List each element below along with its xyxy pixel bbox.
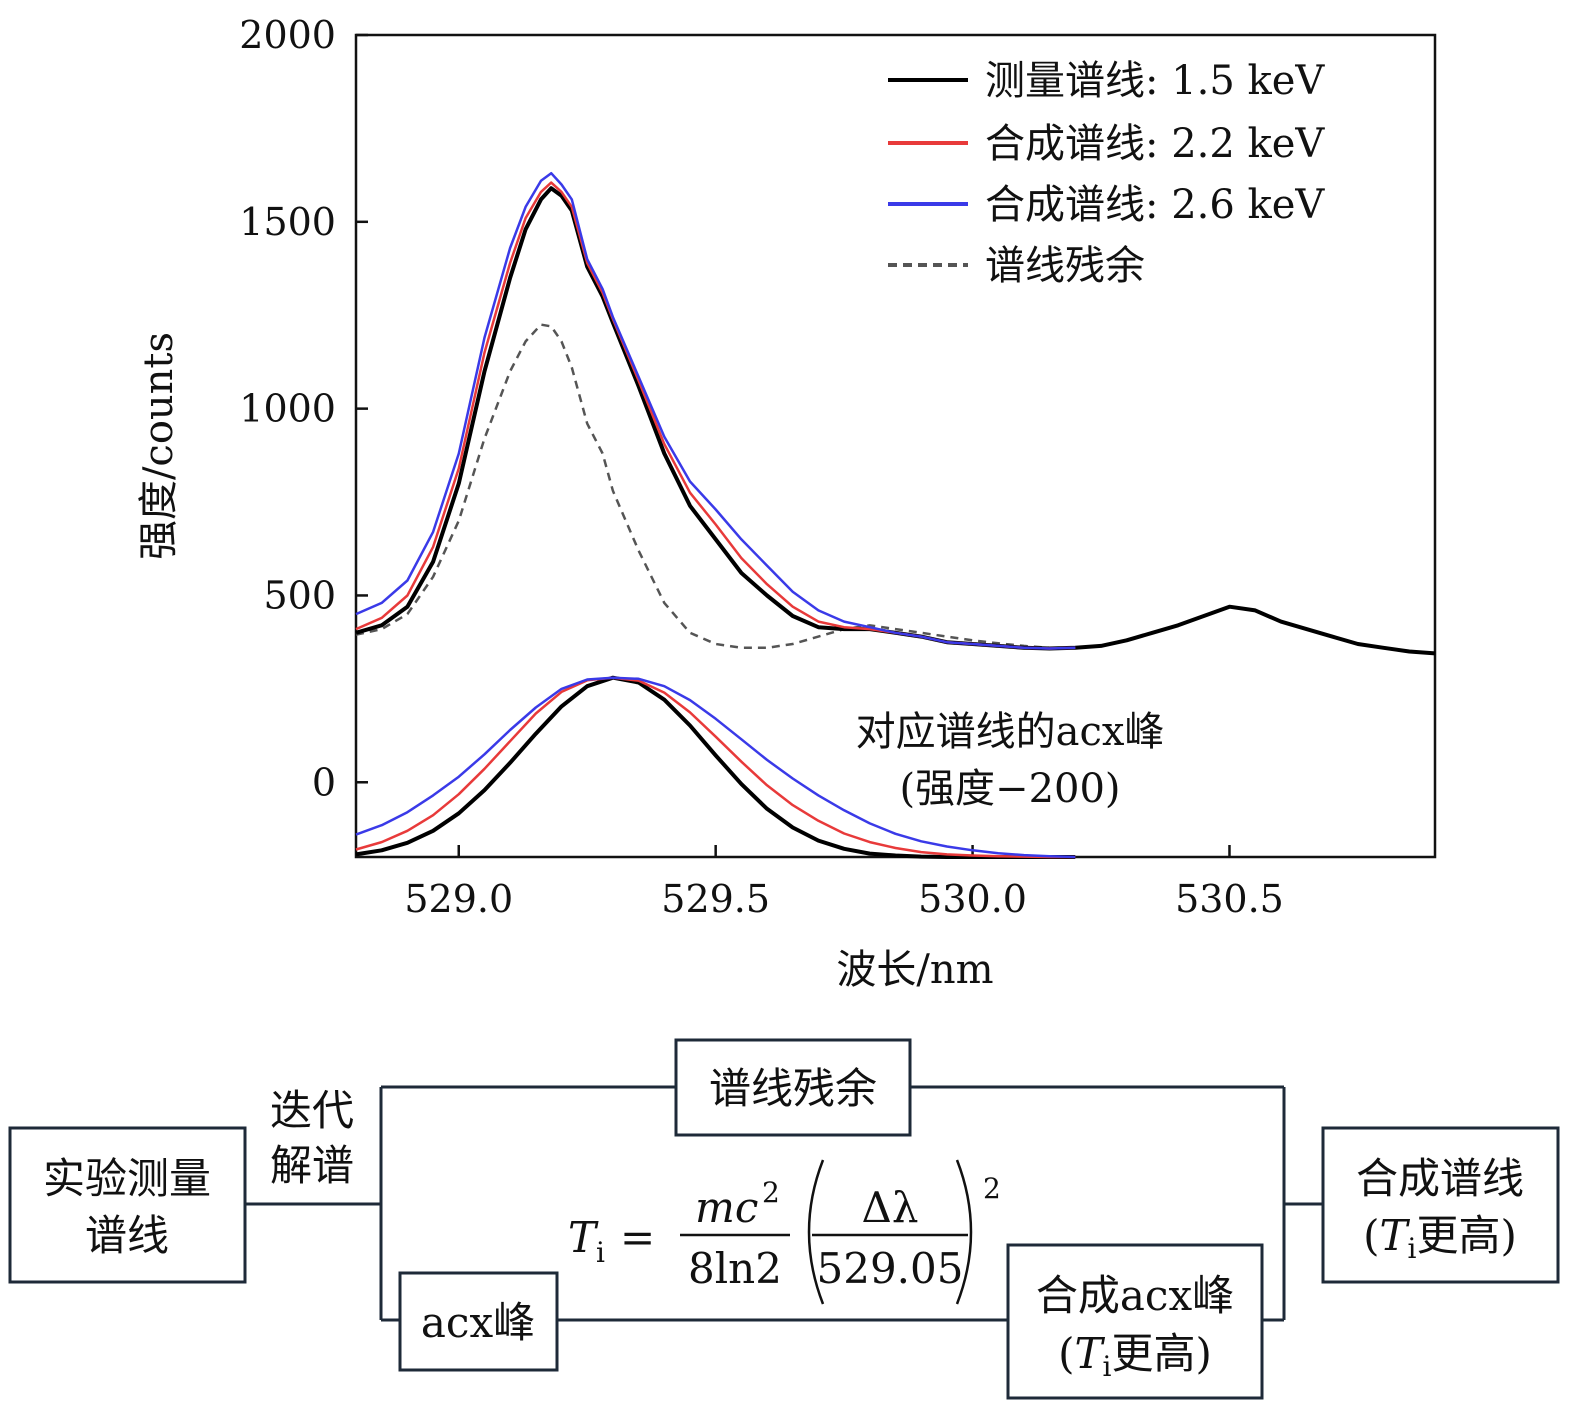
y-tick-label: 500	[263, 573, 336, 617]
x-tick-label: 529.5	[661, 877, 770, 921]
formula-right-paren	[955, 1159, 973, 1305]
annotation-acx-peak: 对应谱线的acx峰	[856, 709, 1165, 755]
formula-equals: =	[620, 1213, 655, 1262]
output-box-line1: 合成谱线	[1356, 1154, 1524, 1203]
x-tick-label: 530.5	[1175, 877, 1284, 921]
annotation-intensity-offset: (强度−200)	[899, 766, 1120, 812]
acx-box	[398, 1271, 559, 1372]
legend: 测量谱线: 1.5 keV 合成谱线: 2.2 keV 合成谱线: 2.6 ke…	[888, 58, 1325, 289]
formula-den2: 529.05	[817, 1244, 964, 1293]
formula: T i = mc 2 8ln2 Δλ 529.05 2	[568, 1159, 1001, 1305]
iter-label-line1: 迭代	[270, 1086, 354, 1135]
formula-num2: Δλ	[862, 1183, 919, 1232]
iter-label-line2: 解谱	[270, 1141, 354, 1190]
legend-label-measured: 测量谱线: 1.5 keV	[985, 58, 1325, 104]
series-line-6	[355, 676, 1076, 859]
residual-box-label: 谱线残余	[709, 1064, 877, 1113]
flow-diagram	[8, 1038, 1560, 1400]
formula-power: 2	[983, 1172, 1001, 1205]
series-line-5	[355, 676, 1076, 859]
formula-den1: 8ln2	[688, 1244, 782, 1293]
formula-left-paren	[807, 1159, 825, 1305]
chart: 529.0 529.5 530.0 530.5 0 500 1000 1500 2000 测量谱…	[136, 13, 1437, 993]
x-tick-label: 530.0	[918, 877, 1027, 921]
y-tick-label: 0	[312, 760, 336, 804]
synth-acx-box-line1: 合成acx峰	[1036, 1271, 1234, 1320]
series-layer	[355, 171, 1436, 859]
output-box	[1321, 1126, 1560, 1284]
y-tick-label: 1500	[239, 200, 336, 244]
input-box-line2: 谱线	[85, 1211, 169, 1260]
y-axis-title: 强度/counts	[136, 332, 182, 560]
formula-lhs-sub: i	[596, 1236, 605, 1269]
y-tick-label: 1000	[239, 387, 336, 431]
y-tick-label: 2000	[239, 13, 336, 57]
legend-label-residual: 谱线残余	[985, 243, 1145, 289]
flow-labels: 实验测量 谱线 迭代 解谱 谱线残余 acx峰 合成acx峰 (Ti更高) 合成…	[43, 1064, 1524, 1383]
x-tick-label: 529.0	[404, 877, 513, 921]
acx-box-label: acx峰	[421, 1298, 535, 1347]
input-box	[8, 1126, 247, 1284]
formula-num1-sup: 2	[762, 1176, 780, 1209]
series-line-2	[355, 171, 1076, 650]
x-axis-title: 波长/nm	[836, 947, 993, 993]
synth-acx-box	[1006, 1243, 1264, 1400]
series-line-4	[355, 675, 1076, 859]
legend-label-synth-26: 合成谱线: 2.6 keV	[985, 182, 1325, 228]
formula-lhs: T	[568, 1213, 599, 1262]
ticks: 529.0 529.5 530.0 530.5 0 500 1000 1500 2000	[239, 13, 1284, 921]
formula-num1: mc	[695, 1183, 758, 1232]
series-line-1	[355, 181, 1076, 650]
legend-label-synth-22: 合成谱线: 2.2 keV	[985, 121, 1325, 167]
series-line-3	[355, 323, 1076, 650]
series-line-0	[355, 186, 1436, 656]
residual-box	[674, 1038, 912, 1137]
input-box-line1: 实验测量	[43, 1154, 211, 1203]
output-box-line2: (Ti更高)	[1363, 1211, 1517, 1265]
synth-acx-box-line2: (Ti更高)	[1058, 1329, 1212, 1383]
